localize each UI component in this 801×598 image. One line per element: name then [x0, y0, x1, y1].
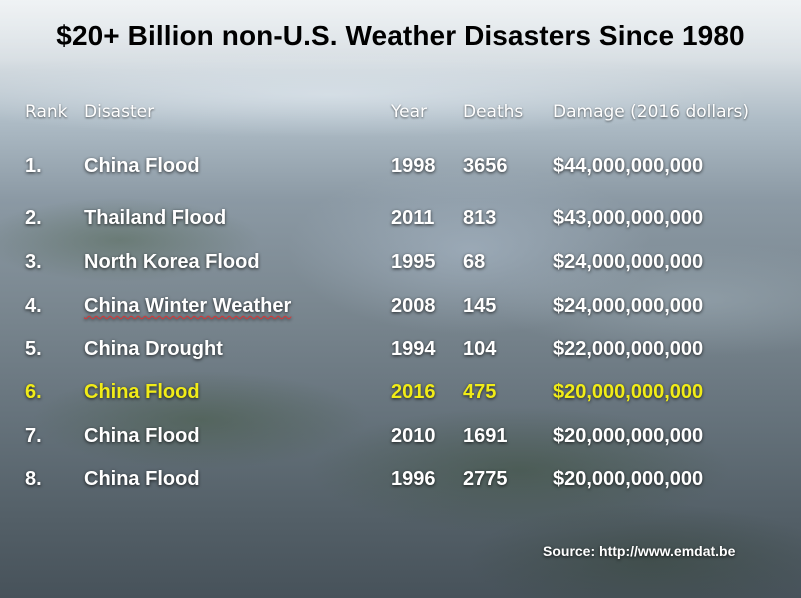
row-deaths: 145: [463, 295, 497, 317]
row-damage: $20,000,000,000: [553, 381, 704, 403]
row-deaths: 475: [463, 381, 497, 403]
row-rank: 8.: [25, 468, 42, 490]
row-disaster: China Flood: [84, 468, 200, 490]
row-rank: 3.: [25, 251, 42, 273]
row-year: 2008: [391, 295, 436, 317]
row-rank: 5.: [25, 338, 42, 360]
source-note: Source: http://www.emdat.be: [543, 543, 736, 559]
header-damage: Damage (2016 dollars): [553, 102, 749, 122]
row-year: 2010: [391, 425, 436, 447]
row-damage: $22,000,000,000: [553, 338, 704, 360]
row-disaster: China Drought: [84, 338, 223, 360]
row-year: 2011: [391, 207, 435, 229]
row-year: 1998: [391, 155, 436, 177]
row-disaster: China Flood: [84, 381, 200, 403]
header-rank: Rank: [25, 102, 68, 122]
row-deaths: 104: [463, 338, 497, 360]
row-deaths: 3656: [463, 155, 508, 177]
row-disaster: North Korea Flood: [84, 251, 260, 273]
row-damage: $24,000,000,000: [553, 251, 704, 273]
row-rank: 2.: [25, 207, 42, 229]
row-year: 1996: [391, 468, 436, 490]
title-band: [0, 0, 801, 72]
row-deaths: 1691: [463, 425, 508, 447]
row-disaster: China Flood: [84, 425, 200, 447]
row-deaths: 2775: [463, 468, 508, 490]
row-damage: $24,000,000,000: [553, 295, 704, 317]
row-deaths: 813: [463, 207, 497, 229]
row-disaster: China Winter Weather: [84, 295, 292, 317]
row-year: 2016: [391, 381, 436, 403]
row-rank: 6.: [25, 381, 42, 403]
row-year: 1995: [391, 251, 436, 273]
row-disaster: Thailand Flood: [84, 207, 227, 229]
row-damage: $20,000,000,000: [553, 468, 704, 490]
header-disaster: Disaster: [84, 102, 155, 122]
row-rank: 1.: [25, 155, 42, 177]
header-deaths: Deaths: [463, 102, 524, 122]
row-rank: 4.: [25, 295, 42, 317]
slide-title: $20+ Billion non-U.S. Weather Disasters …: [56, 20, 745, 51]
row-damage: $20,000,000,000: [553, 425, 704, 447]
row-rank: 7.: [25, 425, 42, 447]
row-deaths: 68: [463, 251, 486, 273]
row-damage: $43,000,000,000: [553, 207, 704, 229]
row-damage: $44,000,000,000: [553, 155, 704, 177]
row-year: 1994: [391, 338, 436, 360]
header-year: Year: [391, 102, 427, 122]
row-disaster: China Flood: [84, 155, 200, 177]
